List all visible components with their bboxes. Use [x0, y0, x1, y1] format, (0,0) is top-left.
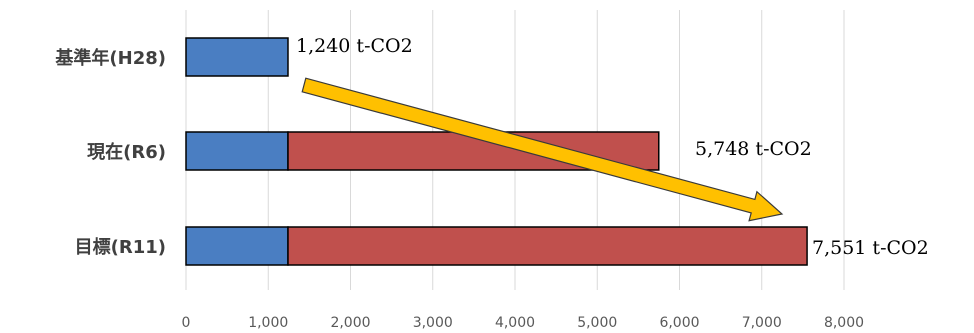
trend-arrow [301, 77, 784, 222]
bar-segment [185, 226, 289, 266]
category-labels: 基準年(H28) 現在(R6) 目標(R11) [54, 47, 166, 258]
x-tick-label: 2,000 [330, 315, 370, 331]
category-label: 目標(R11) [75, 236, 166, 258]
x-tick-label: 3,000 [413, 315, 453, 331]
trend-arrow-layer [301, 77, 784, 222]
x-tick-label: 8,000 [824, 315, 864, 331]
x-tick-label: 0 [182, 315, 191, 331]
data-label: 1,240 t-CO2 [296, 35, 413, 57]
x-tick-labels: 0 1,000 2,000 3,000 4,000 5,000 6,000 7,000 8,00… [182, 315, 865, 331]
bar-segment [185, 37, 289, 77]
x-tick-label: 5,000 [577, 315, 617, 331]
data-label: 7,551 t-CO2 [812, 237, 929, 259]
bars [185, 37, 808, 266]
bar-segment [287, 226, 808, 266]
x-tick-label: 7,000 [742, 315, 782, 331]
x-tick-label: 4,000 [495, 315, 535, 331]
data-label: 5,748 t-CO2 [695, 138, 812, 160]
category-label: 現在(R6) [87, 141, 166, 163]
x-tick-label: 6,000 [659, 315, 699, 331]
bar-segment [185, 131, 289, 171]
data-labels: 1,240 t-CO2 5,748 t-CO2 7,551 t-CO2 [296, 35, 929, 259]
category-label: 基準年(H28) [54, 47, 166, 69]
x-tick-label: 1,000 [248, 315, 288, 331]
